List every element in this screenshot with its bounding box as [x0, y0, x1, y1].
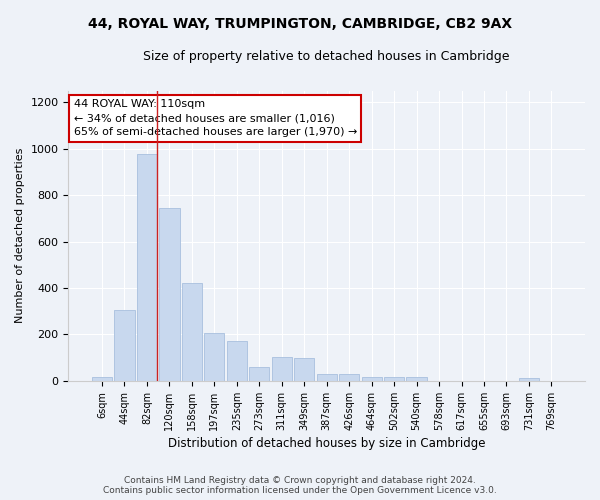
Bar [92, 377, 112, 381]
Bar [137, 154, 157, 381]
Bar [182, 284, 202, 381]
Bar [406, 377, 427, 381]
Text: Contains HM Land Registry data © Crown copyright and database right 2024.
Contai: Contains HM Land Registry data © Crown c… [103, 476, 497, 495]
Title: Size of property relative to detached houses in Cambridge: Size of property relative to detached ho… [143, 50, 510, 63]
Bar [317, 374, 337, 381]
Bar [362, 377, 382, 381]
Text: 44, ROYAL WAY, TRUMPINGTON, CAMBRIDGE, CB2 9AX: 44, ROYAL WAY, TRUMPINGTON, CAMBRIDGE, C… [88, 18, 512, 32]
Bar [272, 356, 292, 381]
Y-axis label: Number of detached properties: Number of detached properties [15, 148, 25, 324]
X-axis label: Distribution of detached houses by size in Cambridge: Distribution of detached houses by size … [168, 437, 485, 450]
Bar [294, 358, 314, 381]
Text: 44 ROYAL WAY: 110sqm
← 34% of detached houses are smaller (1,016)
65% of semi-de: 44 ROYAL WAY: 110sqm ← 34% of detached h… [74, 100, 357, 138]
Bar [249, 366, 269, 381]
Bar [384, 377, 404, 381]
Bar [227, 342, 247, 381]
Bar [115, 310, 134, 381]
Bar [159, 208, 179, 381]
Bar [339, 374, 359, 381]
Bar [204, 334, 224, 381]
Bar [519, 378, 539, 381]
